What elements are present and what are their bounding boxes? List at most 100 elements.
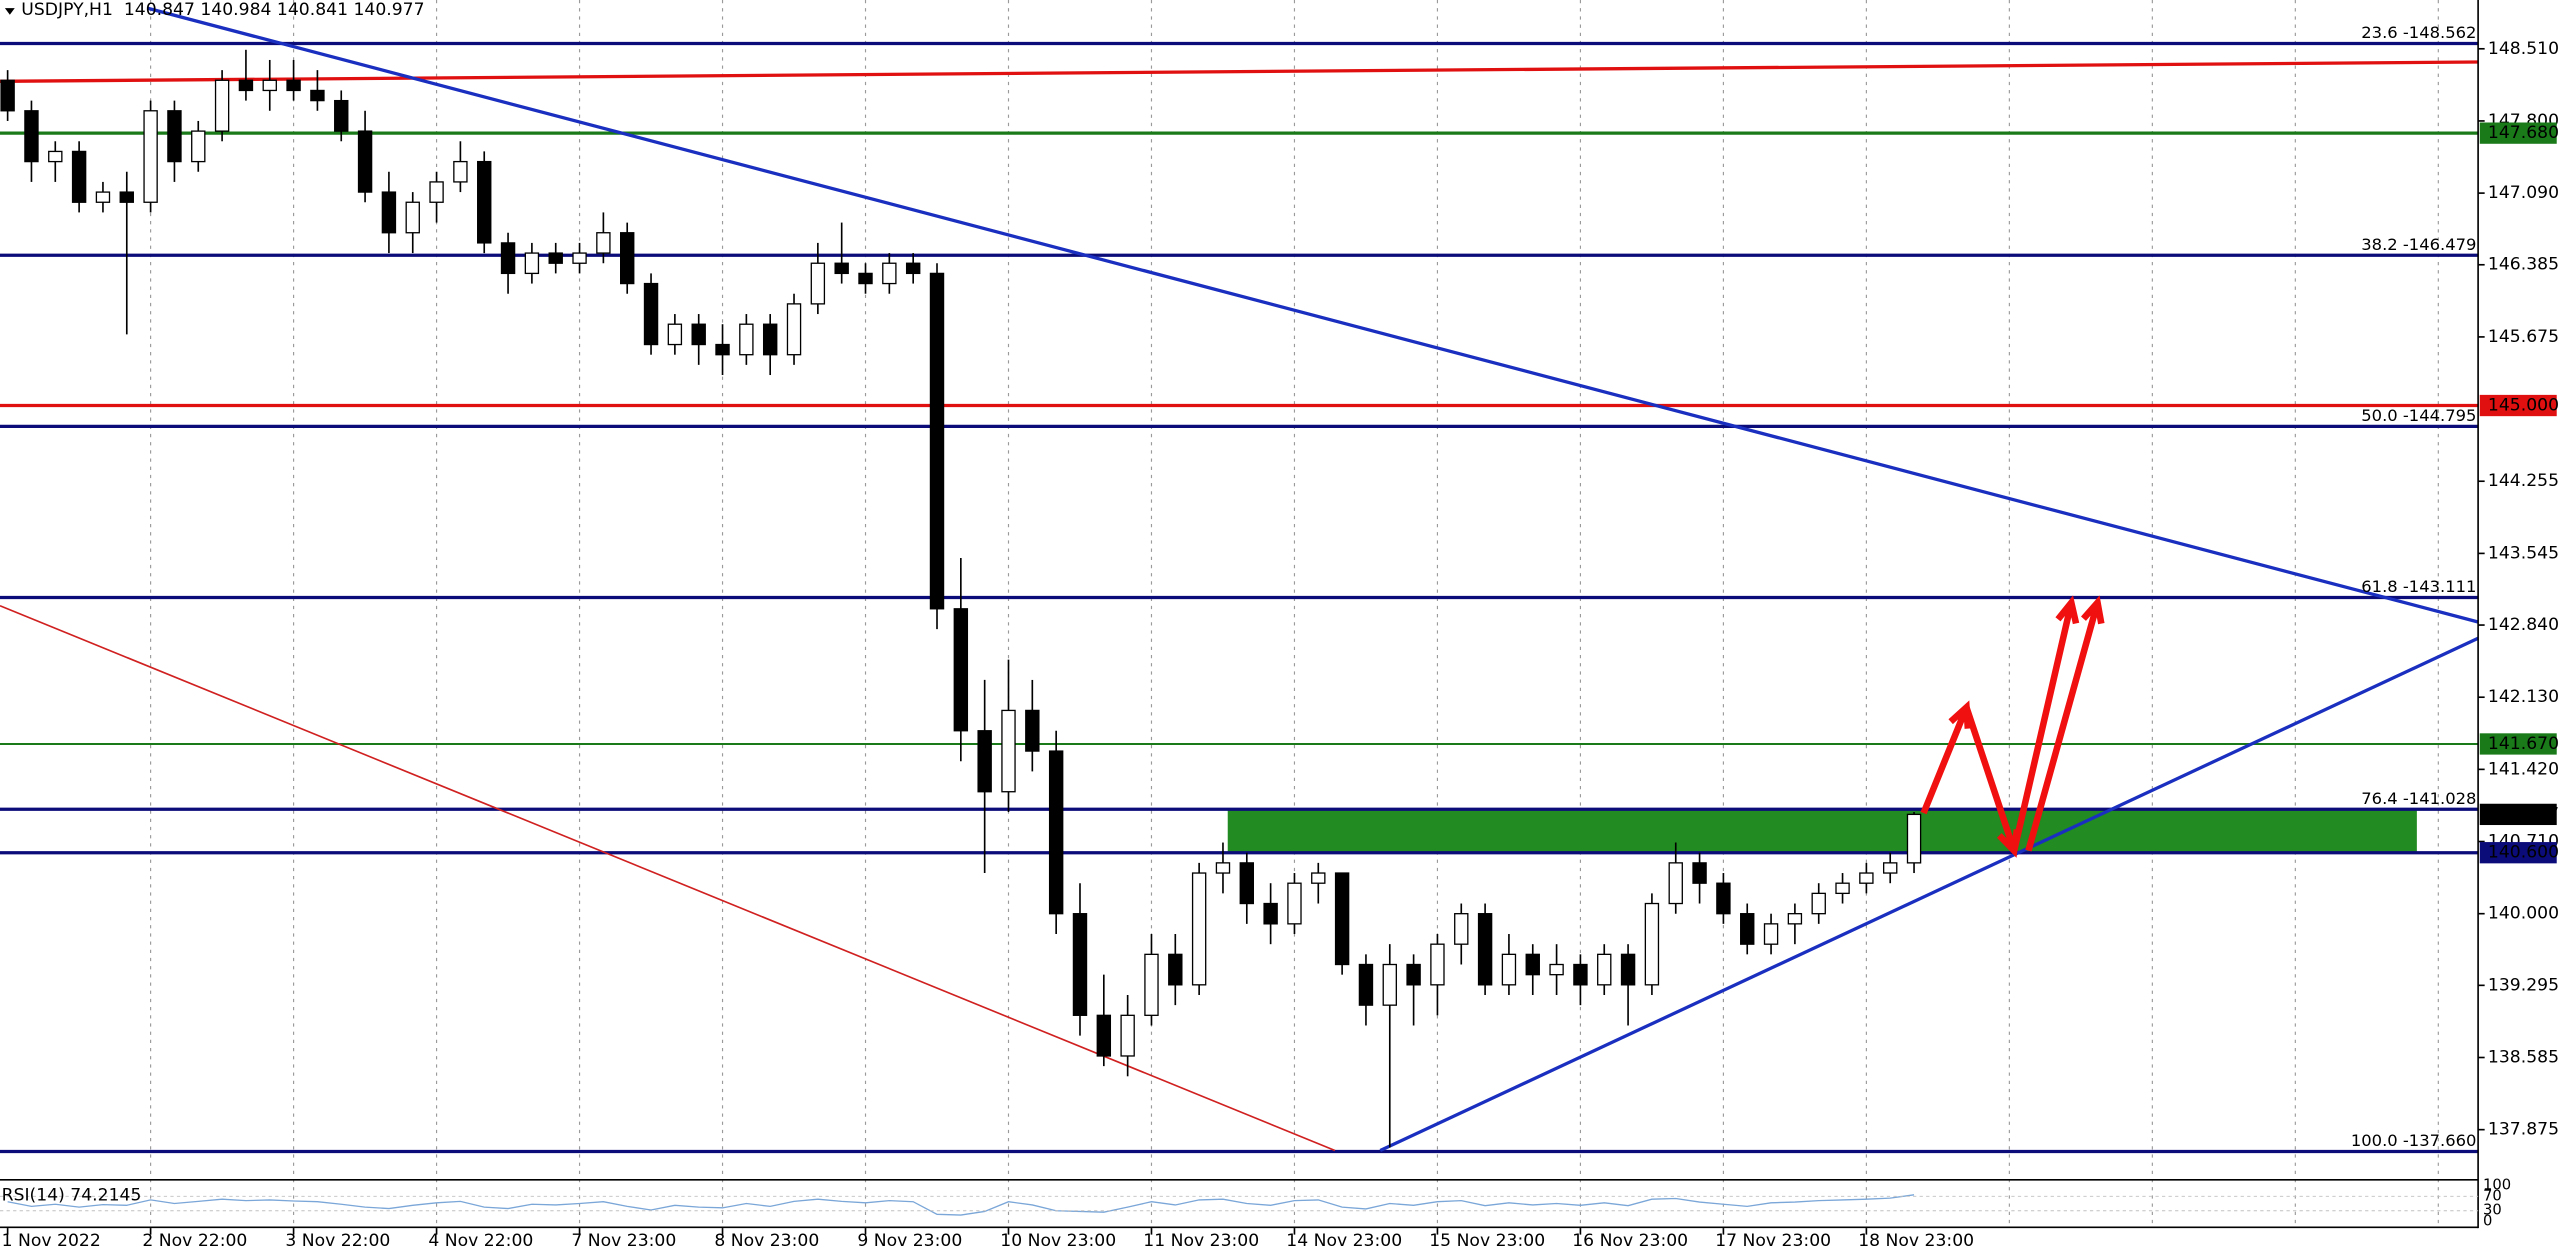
candle-body [1215,862,1231,874]
candle-body [1239,862,1255,905]
fib-label: 100.0 -137.660 [2351,1131,2477,1150]
price-tag-label: 140.977 [2488,804,2559,824]
candle-body [905,262,921,275]
candle-body [1334,872,1350,966]
candle-body [810,262,826,305]
price-tag-label: 145.000 [2488,396,2559,416]
y-tick-label: 148.510 [2488,39,2559,59]
y-tick-label: 137.875 [2488,1120,2559,1140]
candle-body [1763,923,1779,945]
candle-body [762,323,778,356]
x-tick-label: 10 Nov 23:00 [1000,1231,1116,1251]
candle-body [1430,943,1445,986]
price-tag [2479,394,2557,417]
x-tick-label: 11 Nov 23:00 [1143,1231,1259,1251]
candle-body [191,130,206,163]
candle-body [1001,709,1016,793]
x-tick-label: 4 Nov 22:00 [428,1231,533,1251]
x-tick-label: 14 Nov 23:00 [1286,1231,1402,1251]
candle-body [548,252,563,264]
arrow [1920,700,1972,815]
candle-body [953,608,969,732]
rsi-tick-label: 70 [2483,1187,2502,1204]
y-tick-label: 142.130 [2488,687,2559,707]
candle-body [310,89,325,102]
candle-body [1120,1014,1135,1057]
candle-body [477,160,492,244]
fib-label: 76.4 -141.028 [2361,789,2476,808]
candle-body [1096,1014,1112,1057]
candle-body [1311,872,1326,884]
candle-body [524,252,540,275]
price-tag-label: 141.670 [2488,734,2559,754]
candle-body [262,79,277,92]
candle-body [882,262,897,285]
candle-body [715,343,730,356]
candle-body [429,181,444,203]
candle-body [1906,813,1922,864]
candle-body [739,323,754,356]
rsi-line [7,1194,1915,1216]
candle-body [1620,953,1636,986]
candle-body [405,201,420,234]
y-tick-label: 141.420 [2488,759,2559,779]
candle-body [238,79,254,92]
candle-body [786,303,802,356]
x-tick-label: 1 Nov 2022 [2,1231,101,1251]
y-tick-label: 142.840 [2488,615,2559,635]
candle-body [1811,892,1826,915]
candle-body [1740,913,1755,945]
candle-body [1501,953,1517,986]
candle-body [929,272,945,610]
candle-body [214,79,230,132]
candle-body [643,282,659,346]
price-tag-label: 147.680 [2488,123,2559,143]
candle-body [334,99,349,132]
candle-body [286,79,301,92]
candle-body [95,191,111,203]
candle-body [1168,953,1183,986]
x-tick-label: 17 Nov 23:00 [1715,1231,1831,1251]
candle-body [620,232,635,285]
candle-body [667,323,683,346]
y-tick-label: 140.000 [2488,904,2559,924]
candle-body [977,730,992,793]
menu-triangle[interactable] [4,8,15,15]
candle-body [858,272,873,285]
candle-body [381,191,397,234]
x-tick-label: 16 Nov 23:00 [1572,1231,1688,1251]
y-tick-label: 143.545 [2488,543,2559,563]
rsi-tick-label: 100 [2483,1177,2511,1194]
arrow [2010,595,2080,852]
trendline [146,6,2479,624]
candle-body [596,232,611,254]
candle-body [357,130,373,193]
candle-body [1716,882,1731,915]
candle-body [167,110,182,163]
candle-body [1454,913,1469,945]
candle-body [1597,953,1612,986]
fib-label: 38.2 -146.479 [2361,235,2476,254]
y-tick-label: 145.675 [2488,327,2559,347]
candle-body [24,110,39,163]
x-tick-label: 2 Nov 22:00 [142,1231,247,1251]
y-tick-label: 147.090 [2488,183,2559,203]
candle-body [1358,963,1374,1006]
candle-body [500,242,516,275]
rsi-tick-label: 0 [2483,1213,2492,1230]
candle-body [1692,862,1707,884]
candle-body [143,110,158,203]
price-tag [2479,803,2557,826]
candle-body [1883,862,1898,874]
candle-body [1477,913,1493,986]
candle-body [1287,882,1302,925]
y-tick-label: 138.585 [2488,1048,2559,1068]
price-tag-label: 140.600 [2488,843,2559,863]
candle-body [691,323,706,346]
candle-body [1048,750,1064,915]
candle-body [1072,913,1088,1016]
candle-body [1191,872,1207,986]
y-tick-label: 146.385 [2488,255,2559,275]
